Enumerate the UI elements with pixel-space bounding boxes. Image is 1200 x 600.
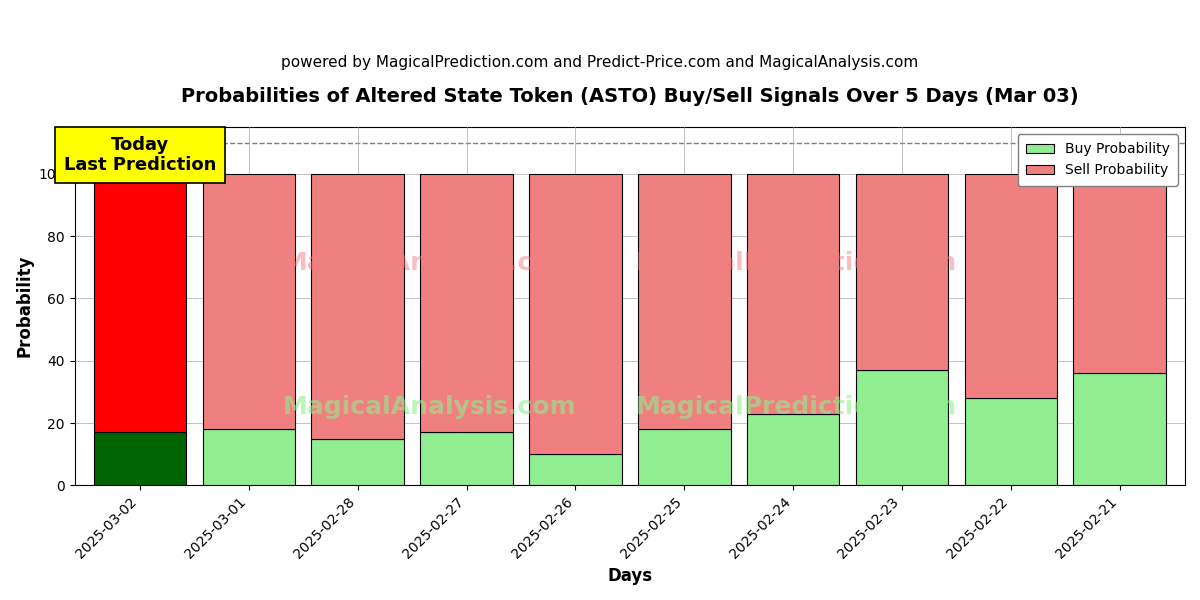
- Text: powered by MagicalPrediction.com and Predict-Price.com and MagicalAnalysis.com: powered by MagicalPrediction.com and Pre…: [281, 55, 919, 70]
- Text: MagicalPrediction.com: MagicalPrediction.com: [636, 251, 958, 275]
- Bar: [638, 174, 731, 429]
- Bar: [312, 439, 404, 485]
- Text: MagicalAnalysis.com: MagicalAnalysis.com: [283, 251, 577, 275]
- Bar: [965, 174, 1057, 398]
- Y-axis label: Probability: Probability: [16, 255, 34, 358]
- Bar: [638, 429, 731, 485]
- Bar: [529, 174, 622, 454]
- Text: MagicalAnalysis.com: MagicalAnalysis.com: [283, 395, 577, 419]
- Bar: [1074, 174, 1166, 373]
- Bar: [312, 174, 404, 439]
- Bar: [203, 429, 295, 485]
- Bar: [529, 454, 622, 485]
- Bar: [420, 433, 512, 485]
- Bar: [746, 413, 839, 485]
- Bar: [965, 398, 1057, 485]
- Text: MagicalPrediction.com: MagicalPrediction.com: [636, 395, 958, 419]
- Bar: [420, 174, 512, 433]
- Title: Probabilities of Altered State Token (ASTO) Buy/Sell Signals Over 5 Days (Mar 03: Probabilities of Altered State Token (AS…: [181, 87, 1079, 106]
- Bar: [856, 174, 948, 370]
- Bar: [1074, 373, 1166, 485]
- Bar: [94, 174, 186, 433]
- Bar: [94, 433, 186, 485]
- Bar: [203, 174, 295, 429]
- Text: Today
Last Prediction: Today Last Prediction: [64, 136, 216, 175]
- Bar: [746, 174, 839, 413]
- X-axis label: Days: Days: [607, 567, 653, 585]
- Bar: [856, 370, 948, 485]
- Legend: Buy Probability, Sell Probability: Buy Probability, Sell Probability: [1018, 134, 1178, 185]
